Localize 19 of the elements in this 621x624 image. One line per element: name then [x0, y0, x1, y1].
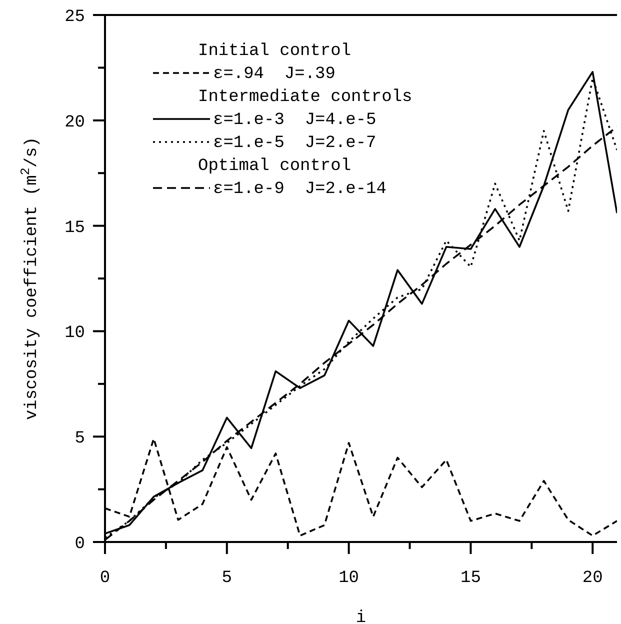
legend-label: ε=1.e-3 J=4.e-5 — [213, 111, 376, 130]
y-tick-label: 25 — [64, 8, 85, 27]
legend-label: ε=1.e-5 J=2.e-7 — [213, 134, 376, 153]
y-tick-label: 5 — [74, 430, 85, 449]
x-axis-title: i — [356, 609, 366, 624]
y-tick-label: 20 — [64, 113, 85, 132]
y-tick-label: 10 — [64, 324, 85, 344]
x-tick-label: 5 — [222, 569, 232, 588]
annotation: Intermediate controls — [198, 88, 412, 107]
x-tick-label: 0 — [100, 569, 110, 588]
x-tick-label: 15 — [460, 569, 481, 588]
y-tick-label: 0 — [74, 535, 85, 554]
legend-label: ε=1.e-9 J=2.e-14 — [213, 180, 386, 199]
x-tick-label: 20 — [582, 569, 603, 588]
annotation: Optimal control — [198, 157, 352, 176]
y-tick-label: 15 — [64, 218, 85, 238]
annotation: Initial control — [198, 42, 352, 61]
x-tick-label: 10 — [338, 569, 360, 588]
legend-label: ε=.94 J=.39 — [213, 65, 336, 84]
